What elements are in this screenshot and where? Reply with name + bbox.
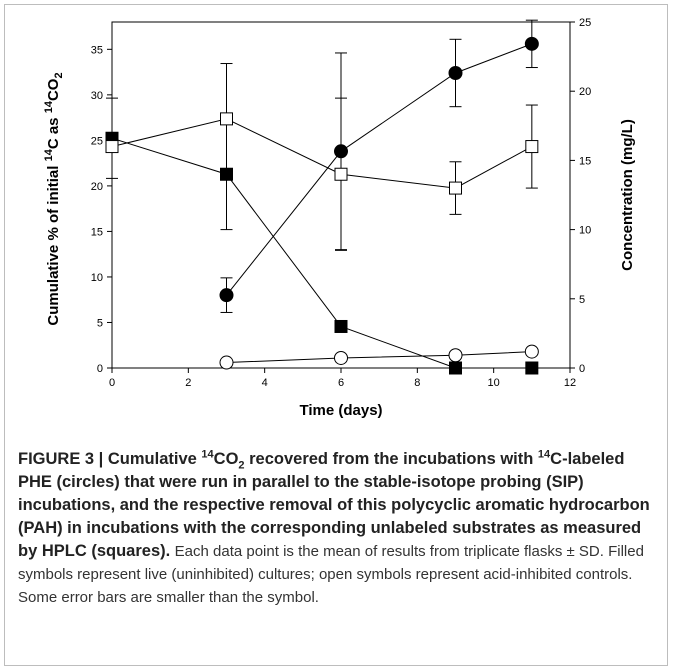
data-point xyxy=(448,65,463,80)
series-open-circle xyxy=(219,344,539,370)
y-right-tick-label: 15 xyxy=(579,155,591,167)
series-open-square xyxy=(105,63,539,251)
y-right-tick-label: 25 xyxy=(579,17,591,29)
chart-series xyxy=(105,19,539,375)
figure-caption: FIGURE 3 | Cumulative 14CO2 recovered fr… xyxy=(18,448,658,609)
x-tick-label: 0 xyxy=(109,377,115,389)
series-line xyxy=(111,118,533,189)
y-left-tick-label: 15 xyxy=(91,226,103,238)
y-left-tick-label: 5 xyxy=(97,317,103,329)
data-point xyxy=(525,361,539,375)
y-right-tick-label: 0 xyxy=(579,363,585,375)
y-left-tick-label: 20 xyxy=(91,181,103,193)
data-point xyxy=(448,348,463,363)
y-left-tick-label: 0 xyxy=(97,363,103,375)
caption-bold: FIGURE 3 | Cumulative 14CO2 recovered fr… xyxy=(18,448,650,560)
data-point xyxy=(334,319,348,333)
data-point xyxy=(525,140,539,154)
series-line xyxy=(111,137,532,369)
y-right-axis-label: Concentration (mg/L) xyxy=(619,119,636,271)
data-point xyxy=(334,350,348,365)
data-point xyxy=(449,361,462,375)
series-line xyxy=(226,43,533,296)
x-tick-label: 10 xyxy=(488,377,500,389)
y-left-tick-label: 10 xyxy=(91,272,103,284)
figure-frame xyxy=(4,4,668,666)
chart-axes xyxy=(107,21,575,373)
data-point xyxy=(524,344,539,359)
x-tick-label: 8 xyxy=(414,377,420,389)
y-left-tick-label: 35 xyxy=(91,44,103,56)
data-point xyxy=(105,140,119,154)
data-point xyxy=(220,112,233,126)
y-right-tick-label: 20 xyxy=(579,86,591,98)
x-tick-label: 6 xyxy=(338,377,344,389)
series-filled-square xyxy=(105,97,539,375)
data-point xyxy=(524,36,539,51)
caption-plain: Each data point is the mean of results f… xyxy=(18,543,644,606)
series-filled-circle xyxy=(219,19,539,313)
x-axis-label: Time (days) xyxy=(299,402,382,419)
x-tick-label: 12 xyxy=(564,377,576,389)
x-tick-label: 2 xyxy=(185,377,191,389)
y-left-tick-label: 25 xyxy=(91,135,103,147)
data-point xyxy=(334,167,348,181)
data-point xyxy=(449,181,462,195)
y-left-tick-label: 30 xyxy=(91,90,103,102)
series-line xyxy=(226,351,532,364)
x-tick-label: 4 xyxy=(262,377,268,389)
y-right-tick-label: 10 xyxy=(579,225,591,237)
y-right-tick-label: 5 xyxy=(579,294,585,306)
y-left-axis-label: Cumulative % of initial 14C as 14CO2 xyxy=(43,72,65,325)
data-point xyxy=(219,288,234,303)
data-point xyxy=(219,355,234,370)
